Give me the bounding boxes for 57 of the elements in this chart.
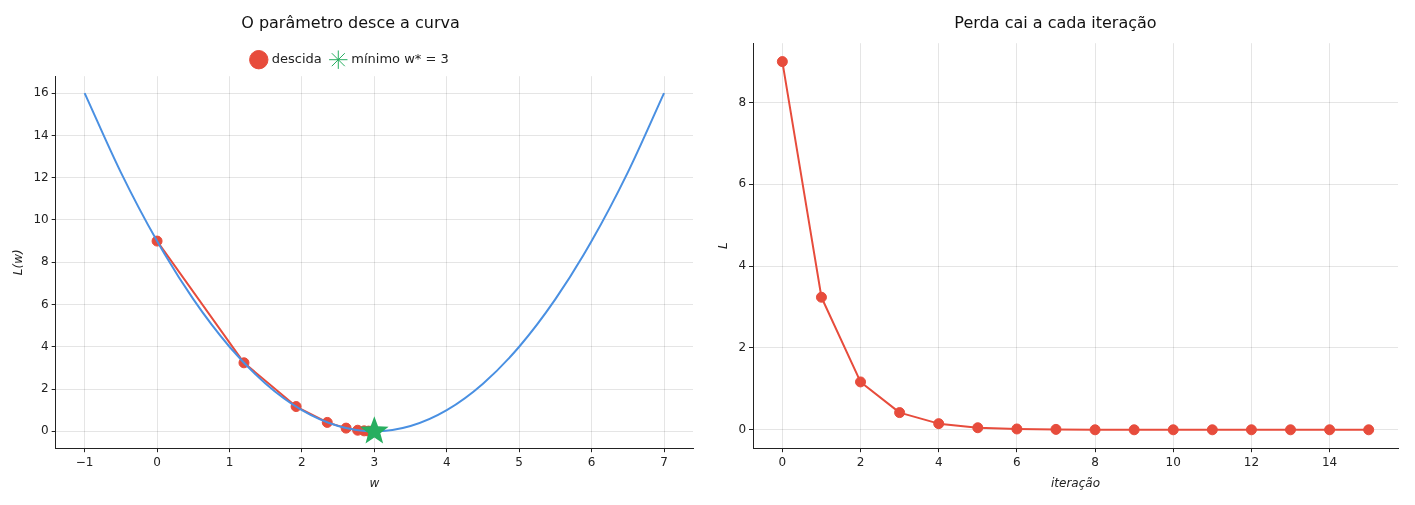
y-axis-title: L(w) bbox=[11, 249, 26, 276]
x-tick-label: 12 bbox=[1243, 454, 1260, 469]
y-tick-label: 8 bbox=[738, 94, 747, 109]
point bbox=[894, 407, 906, 419]
point bbox=[1089, 424, 1101, 436]
y-tick-label: 6 bbox=[41, 296, 49, 311]
point bbox=[360, 416, 389, 444]
point bbox=[1167, 424, 1179, 436]
x-tick-label: 6 bbox=[587, 454, 596, 469]
point bbox=[1011, 423, 1023, 435]
y-tick-label: 0 bbox=[41, 423, 49, 438]
point bbox=[815, 291, 827, 303]
y-tick-label: 8 bbox=[41, 254, 49, 269]
y-tick-label: 12 bbox=[33, 169, 49, 184]
chart-title: Perda cai a cada iteração bbox=[954, 12, 1157, 32]
x-tick-label: 4 bbox=[442, 454, 451, 469]
point bbox=[776, 56, 788, 68]
point bbox=[1050, 423, 1062, 435]
x-tick-label: 7 bbox=[660, 454, 668, 469]
x-tick-label: 4 bbox=[934, 454, 943, 469]
point bbox=[1363, 424, 1375, 436]
point bbox=[1128, 424, 1140, 436]
x-tick-label: 10 bbox=[1165, 454, 1181, 469]
x-tick-label: 3 bbox=[370, 454, 379, 469]
x-axis-title: iteração bbox=[1051, 475, 1101, 490]
x-tick-label: 0 bbox=[778, 454, 787, 469]
point bbox=[933, 418, 945, 430]
point bbox=[972, 422, 984, 434]
x-tick-label: 5 bbox=[515, 454, 523, 469]
x-tick-label: 8 bbox=[1091, 454, 1099, 469]
point bbox=[1285, 424, 1297, 436]
y-tick-label: 2 bbox=[738, 340, 747, 355]
chart-title: O parâmetro desce a curva bbox=[241, 12, 460, 32]
y-tick-label: 16 bbox=[33, 85, 49, 100]
legend-label: descida bbox=[271, 51, 322, 67]
x-tick-label: 0 bbox=[153, 454, 161, 469]
x-axis-title: w bbox=[369, 475, 380, 490]
point bbox=[1324, 424, 1336, 436]
y-tick-label: 2 bbox=[41, 381, 49, 396]
y-tick-label: 4 bbox=[738, 258, 747, 273]
point bbox=[1206, 424, 1218, 436]
legend-label: mínimo w* = 3 bbox=[351, 51, 449, 67]
x-tick-label: 6 bbox=[1013, 454, 1021, 469]
y-tick-label: 10 bbox=[33, 212, 49, 227]
y-tick-label: 0 bbox=[738, 421, 747, 436]
x-tick-label: 2 bbox=[298, 454, 306, 469]
x-tick-label: 14 bbox=[1321, 454, 1338, 469]
line-series bbox=[83, 92, 666, 433]
x-tick-label: 2 bbox=[856, 454, 865, 469]
y-axis-title: L bbox=[716, 242, 731, 250]
point bbox=[855, 376, 867, 388]
y-tick-label: 6 bbox=[738, 176, 747, 191]
y-tick-label: 4 bbox=[41, 338, 49, 353]
x-tick-label: 1 bbox=[225, 454, 234, 469]
point bbox=[1245, 424, 1257, 436]
x-tick-label: −1 bbox=[75, 454, 94, 469]
y-tick-label: 14 bbox=[33, 127, 49, 142]
